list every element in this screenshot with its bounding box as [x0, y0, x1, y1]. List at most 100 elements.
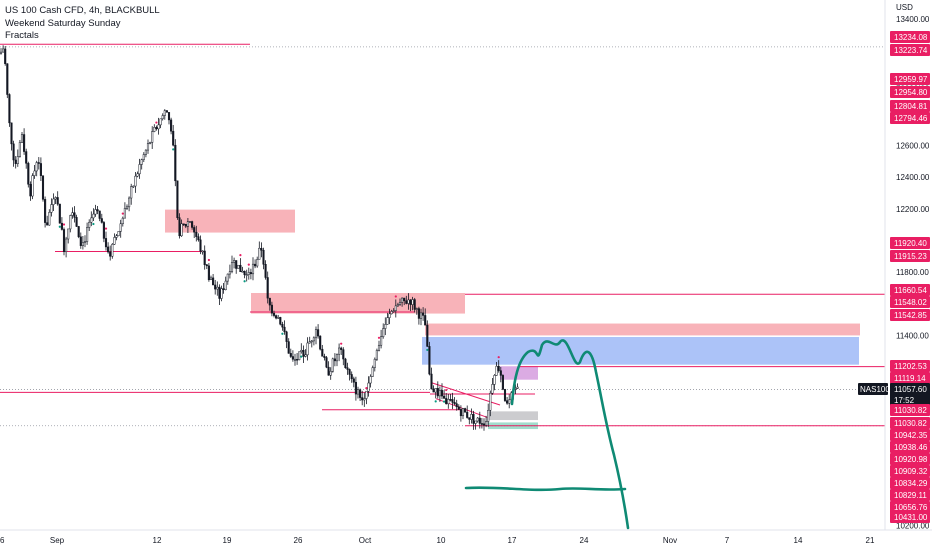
- candle[interactable]: [384, 317, 387, 336]
- candle[interactable]: [98, 210, 101, 222]
- candle[interactable]: [333, 353, 336, 367]
- candle[interactable]: [331, 357, 334, 373]
- candle[interactable]: [138, 158, 141, 179]
- candle[interactable]: [317, 324, 320, 339]
- candle[interactable]: [172, 124, 175, 147]
- candle[interactable]: [310, 339, 313, 348]
- candle[interactable]: [23, 128, 26, 155]
- candle[interactable]: [272, 310, 276, 318]
- candle[interactable]: [380, 329, 383, 349]
- candle[interactable]: [405, 295, 408, 305]
- candle[interactable]: [132, 185, 135, 189]
- candle[interactable]: [314, 326, 318, 345]
- candle[interactable]: [386, 312, 389, 325]
- candle[interactable]: [111, 243, 114, 259]
- candle[interactable]: [153, 124, 156, 133]
- candle[interactable]: [489, 390, 492, 417]
- candle[interactable]: [422, 307, 425, 321]
- candle[interactable]: [279, 316, 282, 326]
- candle[interactable]: [52, 193, 55, 211]
- candle[interactable]: [83, 235, 87, 248]
- candle[interactable]: [56, 191, 59, 206]
- candle[interactable]: [0, 48, 3, 55]
- candle[interactable]: [178, 213, 181, 239]
- price-label-badge[interactable]: [890, 250, 930, 262]
- candle[interactable]: [491, 378, 494, 395]
- price-label-badge[interactable]: [890, 296, 930, 308]
- candle[interactable]: [300, 343, 303, 354]
- candle[interactable]: [325, 356, 328, 369]
- candle[interactable]: [356, 386, 360, 399]
- candle[interactable]: [390, 309, 393, 315]
- candle[interactable]: [480, 417, 483, 429]
- candle[interactable]: [71, 207, 74, 219]
- candle[interactable]: [503, 388, 507, 402]
- symbol-badge[interactable]: [858, 383, 888, 395]
- supply-zone-3[interactable]: [425, 323, 860, 336]
- candle[interactable]: [256, 256, 259, 268]
- candle[interactable]: [102, 220, 105, 243]
- candle[interactable]: [37, 157, 40, 170]
- candle[interactable]: [155, 125, 158, 131]
- candle[interactable]: [281, 321, 284, 331]
- candle[interactable]: [170, 117, 173, 135]
- candle[interactable]: [245, 269, 248, 282]
- candle[interactable]: [247, 267, 250, 280]
- candle[interactable]: [289, 348, 292, 358]
- candle[interactable]: [350, 371, 353, 383]
- candle[interactable]: [251, 257, 255, 281]
- candle[interactable]: [388, 308, 391, 325]
- candle[interactable]: [476, 417, 479, 423]
- candle[interactable]: [407, 293, 410, 310]
- candle[interactable]: [161, 113, 164, 121]
- candle[interactable]: [117, 231, 120, 237]
- candle[interactable]: [67, 228, 70, 244]
- candle[interactable]: [92, 208, 95, 222]
- candle[interactable]: [199, 235, 202, 255]
- candle[interactable]: [329, 367, 332, 380]
- candle[interactable]: [119, 219, 122, 238]
- price-label-badge[interactable]: [890, 237, 930, 249]
- candle[interactable]: [254, 259, 257, 269]
- candle[interactable]: [12, 140, 15, 167]
- candle[interactable]: [165, 109, 168, 113]
- price-label-badge[interactable]: [890, 477, 930, 489]
- candle[interactable]: [419, 308, 423, 326]
- candle[interactable]: [445, 393, 448, 405]
- candle[interactable]: [195, 225, 198, 242]
- candle[interactable]: [115, 234, 118, 241]
- candle[interactable]: [60, 217, 63, 231]
- candle[interactable]: [163, 109, 166, 120]
- price-label-badge[interactable]: [890, 309, 930, 321]
- candle[interactable]: [140, 158, 143, 170]
- candle[interactable]: [432, 385, 435, 393]
- candle[interactable]: [394, 299, 397, 318]
- candle[interactable]: [29, 181, 32, 201]
- price-label-badge[interactable]: [890, 383, 930, 406]
- candle[interactable]: [94, 204, 97, 217]
- price-label-badge[interactable]: [890, 429, 930, 441]
- candle[interactable]: [293, 353, 297, 366]
- price-label-badge[interactable]: [890, 372, 930, 384]
- candle[interactable]: [239, 258, 242, 272]
- candle[interactable]: [466, 405, 469, 419]
- candle[interactable]: [33, 164, 36, 179]
- candle[interactable]: [264, 260, 267, 280]
- candle[interactable]: [369, 374, 372, 388]
- candle[interactable]: [209, 275, 213, 281]
- candle[interactable]: [352, 376, 355, 388]
- candle[interactable]: [27, 161, 30, 188]
- candle[interactable]: [35, 160, 38, 177]
- trend-line-upper[interactable]: [431, 382, 501, 406]
- candle[interactable]: [335, 353, 339, 367]
- candle[interactable]: [497, 360, 500, 373]
- candle[interactable]: [226, 273, 229, 285]
- candle[interactable]: [144, 149, 147, 158]
- candle[interactable]: [207, 262, 210, 282]
- candle[interactable]: [182, 223, 185, 227]
- candle[interactable]: [365, 390, 368, 405]
- price-label-badge[interactable]: [890, 73, 930, 85]
- candle[interactable]: [438, 386, 441, 402]
- candle[interactable]: [291, 350, 294, 362]
